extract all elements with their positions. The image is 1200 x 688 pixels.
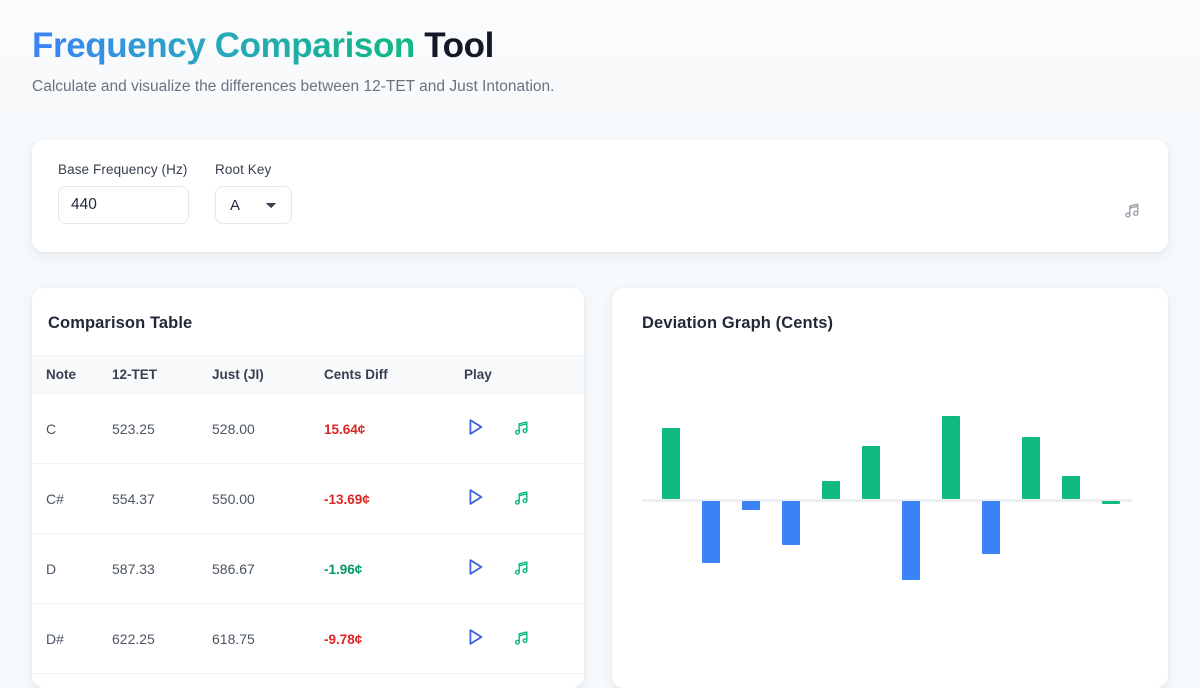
cell-tet: 554.37 <box>112 463 212 534</box>
cents-value: -1.96¢ <box>324 561 363 577</box>
root-key-field: Root Key A <box>215 162 292 224</box>
root-key-select[interactable]: A <box>215 186 292 224</box>
cell-play <box>464 463 584 534</box>
cell-note: D <box>32 533 112 604</box>
cell-note: C <box>32 393 112 464</box>
chart-bar <box>942 416 960 499</box>
chart-bar <box>822 481 840 499</box>
chart-bar <box>862 445 880 499</box>
column-header-tet: 12-TET <box>112 355 212 394</box>
cell-play <box>464 533 584 604</box>
chart-bar <box>982 501 1000 555</box>
cell-note: C# <box>32 463 112 534</box>
cell-tet: 587.33 <box>112 533 212 604</box>
cell-ji: 528.00 <box>212 393 324 464</box>
cell-play <box>464 393 584 464</box>
music-note-icon <box>1122 200 1142 225</box>
base-frequency-input[interactable] <box>58 186 189 224</box>
cell-ji: 550.00 <box>212 463 324 534</box>
base-frequency-label: Base Frequency (Hz) <box>58 162 188 177</box>
table-body: C 523.25 528.00 15.64¢ C# 554.37 550.00 -13.69¢… <box>32 393 584 674</box>
table-row: C# 554.37 550.00 -13.69¢ <box>32 463 584 534</box>
table-header-row: Note 12-TET Just (JI) Cents Diff Play <box>32 355 584 394</box>
column-header-note: Note <box>32 355 112 394</box>
chart-bar <box>1102 501 1120 504</box>
column-header-play: Play <box>464 355 584 394</box>
root-key-label: Root Key <box>215 162 272 177</box>
deviation-graph-card: Deviation Graph (Cents) <box>612 288 1168 688</box>
music-note-icon[interactable] <box>512 488 531 510</box>
chart-bar <box>662 428 680 499</box>
cell-ji: 618.75 <box>212 603 324 674</box>
comparison-table-card: Comparison Table Note 12-TET Just (JI) C… <box>32 288 584 688</box>
chart-bar <box>742 501 760 510</box>
column-header-ji: Just (JI) <box>212 355 324 394</box>
chart-bar <box>1022 437 1040 499</box>
music-note-icon[interactable] <box>512 558 531 580</box>
page-title: Frequency Comparison Tool <box>32 26 1168 66</box>
page-subtitle: Calculate and visualize the differences … <box>32 78 555 96</box>
deviation-graph-title: Deviation Graph (Cents) <box>642 314 834 332</box>
cell-ji: 586.67 <box>212 533 324 604</box>
chart-bar <box>702 501 720 563</box>
play-triangle-icon[interactable] <box>464 416 486 441</box>
cell-cents-diff: -9.78¢ <box>324 603 464 674</box>
chart-bar <box>782 501 800 546</box>
chart-bar-group <box>662 371 1132 627</box>
cell-note: D# <box>32 603 112 674</box>
table-row: C 523.25 528.00 15.64¢ <box>32 393 584 464</box>
play-triangle-icon[interactable] <box>464 556 486 581</box>
deviation-chart <box>642 371 1132 627</box>
cell-cents-diff: -1.96¢ <box>324 533 464 604</box>
comparison-table-title: Comparison Table <box>48 314 193 332</box>
chart-zero-axis <box>642 499 1132 502</box>
music-note-icon[interactable] <box>512 418 531 440</box>
play-triangle-icon[interactable] <box>464 486 486 511</box>
controls-panel: Base Frequency (Hz) Root Key A <box>32 140 1168 252</box>
cell-cents-diff: 15.64¢ <box>324 393 464 464</box>
column-header-cents: Cents Diff <box>324 355 464 394</box>
chart-bar <box>1062 476 1080 499</box>
music-note-icon[interactable] <box>512 628 531 650</box>
table-header: Note 12-TET Just (JI) Cents Diff Play <box>32 355 584 394</box>
table-row: D# 622.25 618.75 -9.78¢ <box>32 603 584 674</box>
base-frequency-field: Base Frequency (Hz) <box>58 162 189 224</box>
page-title-primary: Frequency Comparison <box>32 26 415 65</box>
chart-bar <box>902 501 920 581</box>
table-row: D 587.33 586.67 -1.96¢ <box>32 533 584 604</box>
cell-play <box>464 603 584 674</box>
cents-value: -9.78¢ <box>324 631 363 647</box>
cell-cents-diff: -13.69¢ <box>324 463 464 534</box>
page-header: Frequency Comparison Tool Calculate and … <box>0 0 1200 117</box>
cell-tet: 523.25 <box>112 393 212 464</box>
cents-value: 15.64¢ <box>324 421 366 437</box>
cents-value: -13.69¢ <box>324 491 370 507</box>
page-title-secondary: Tool <box>424 26 494 65</box>
cell-tet: 622.25 <box>112 603 212 674</box>
